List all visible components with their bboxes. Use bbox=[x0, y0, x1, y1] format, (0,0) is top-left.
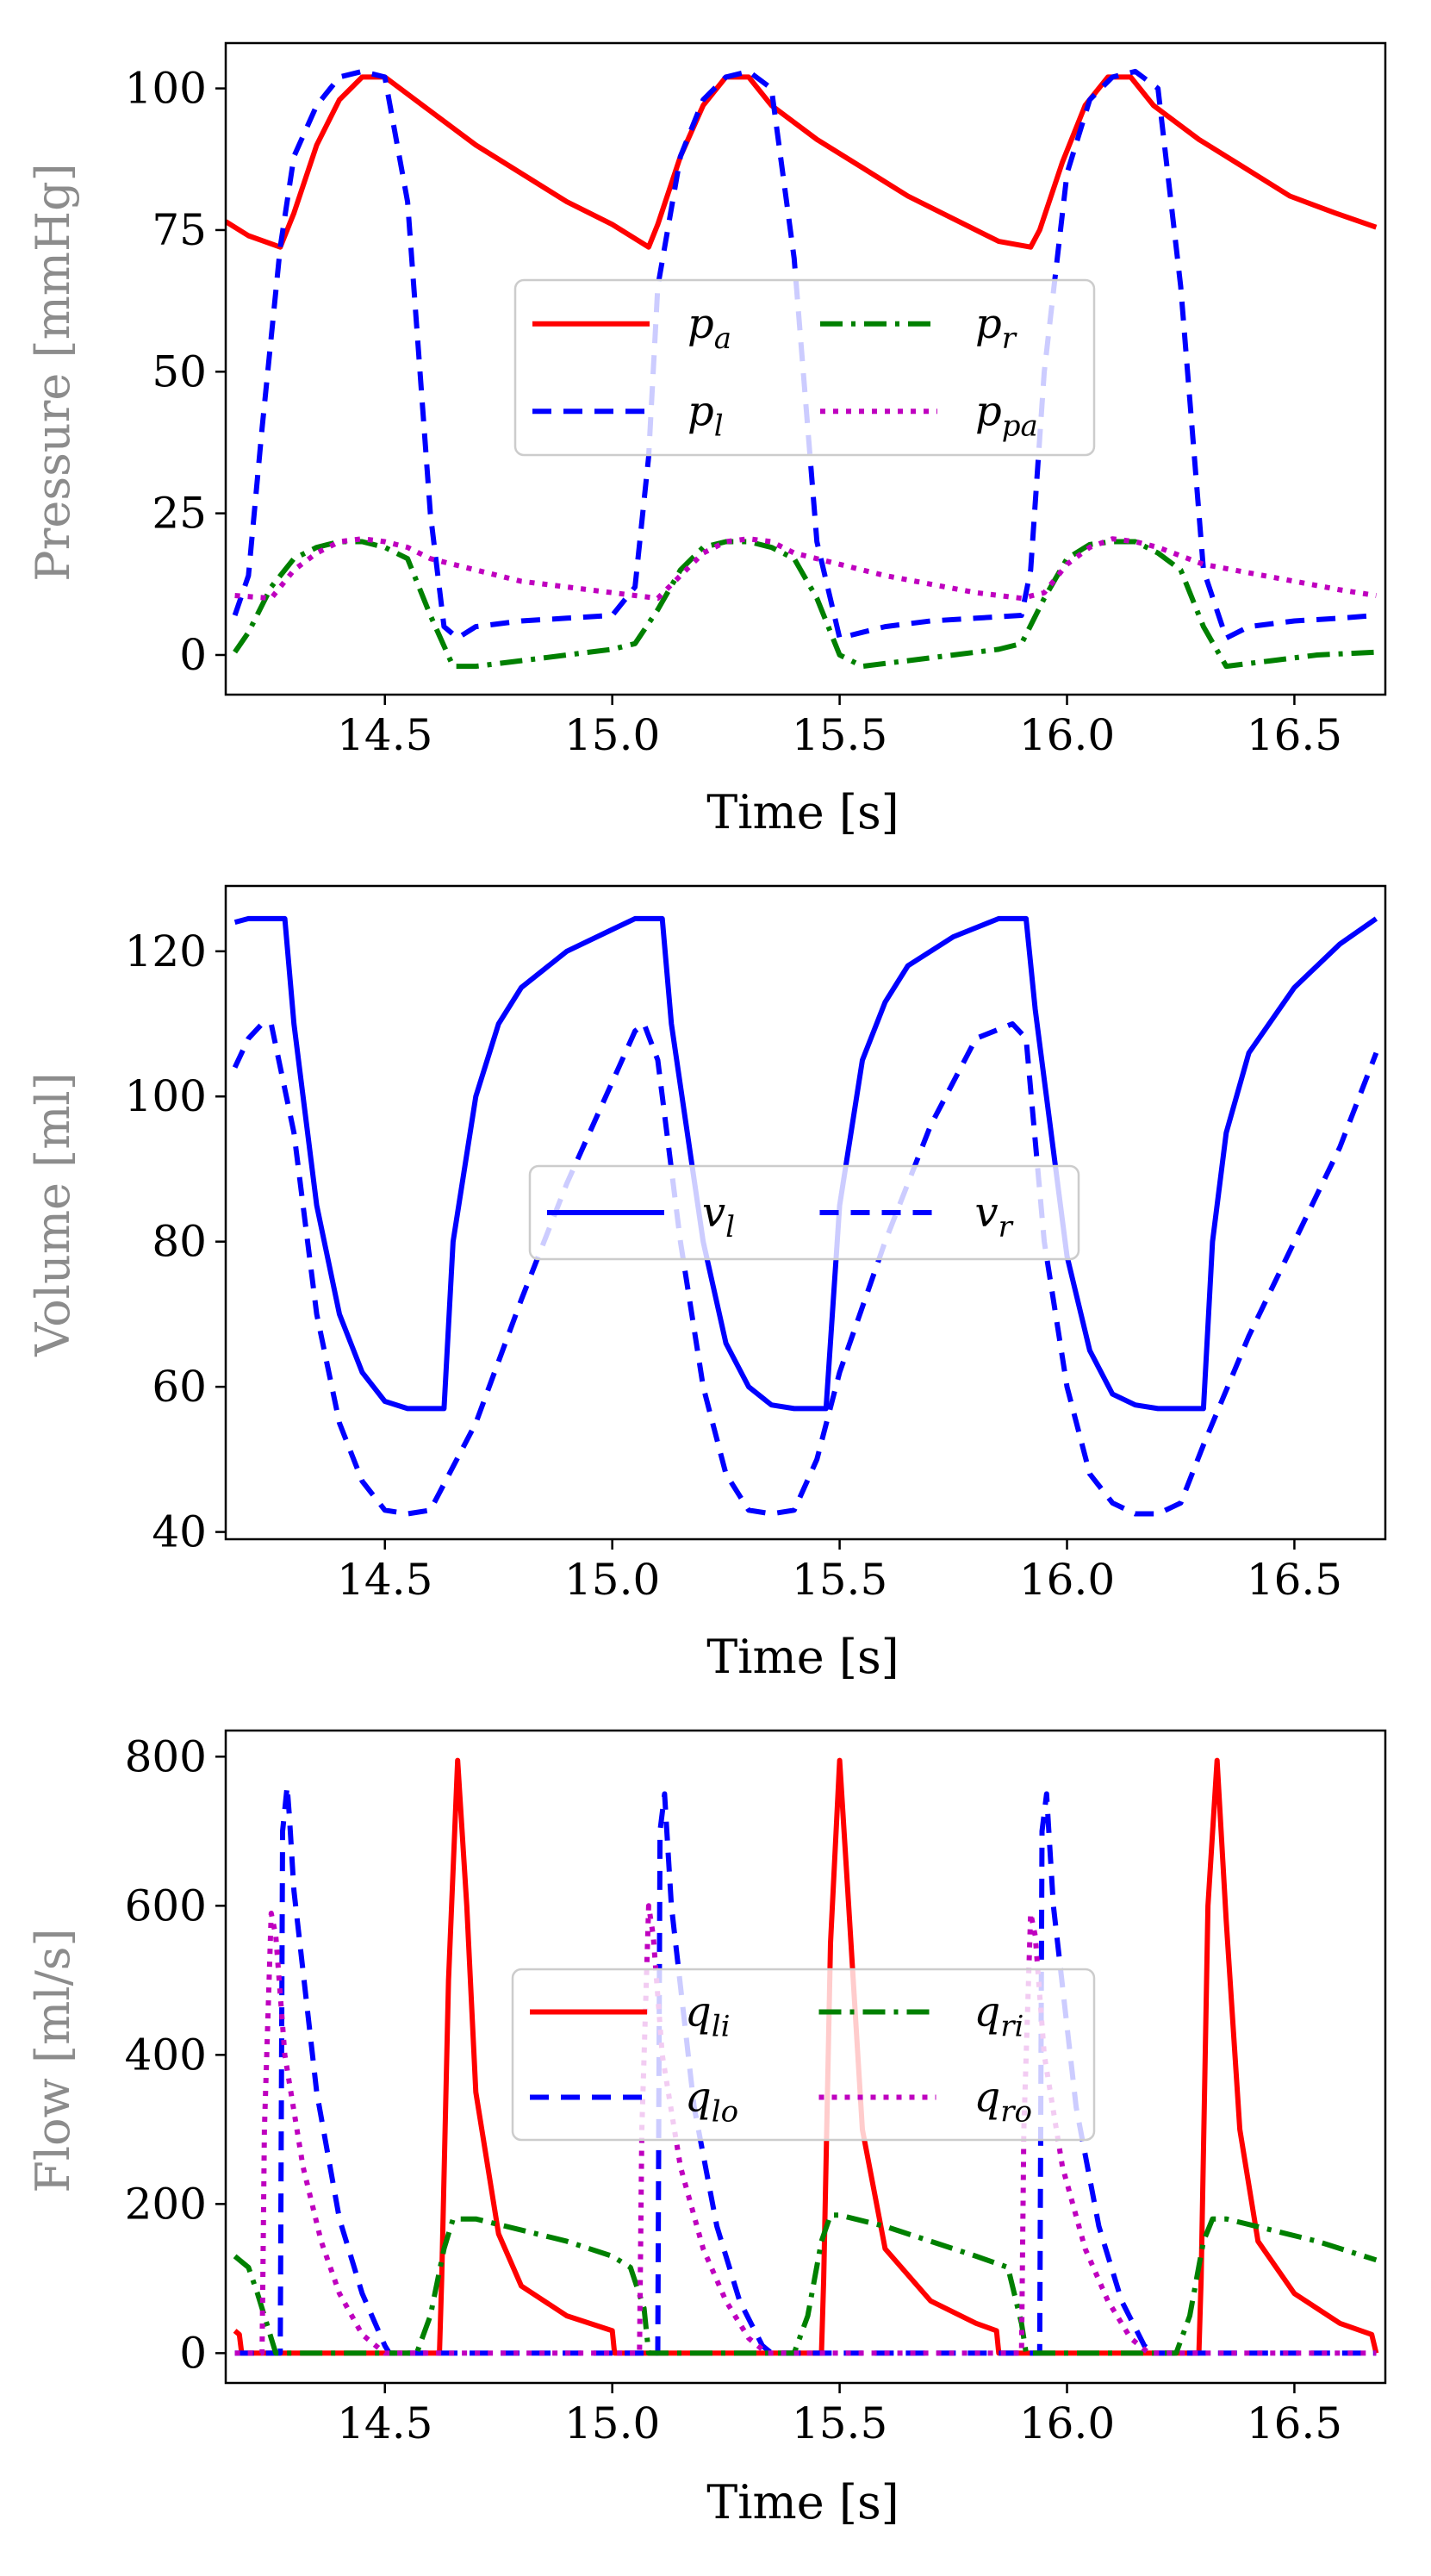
flow-x-axis-label: Time [s] bbox=[706, 2475, 899, 2529]
pressure-series-pa bbox=[226, 74, 1378, 250]
flow-legend-label-qro: qro bbox=[974, 2074, 1032, 2130]
pressure-legend-box bbox=[513, 278, 1096, 457]
pressure-legend-label-pr: pr bbox=[975, 300, 1017, 356]
volume-x-tick-label: 16.5 bbox=[1247, 1555, 1342, 1605]
flow-plot-area: 14.5 15.0 15.5 16.0 16.50200400600800qliqloq… bbox=[125, 1729, 1387, 2448]
flow-y-tick-label: 200 bbox=[125, 2179, 207, 2229]
pressure-x-tick-label: 16.5 bbox=[1247, 710, 1342, 760]
flow-x-tick-label: 16.0 bbox=[1019, 2398, 1115, 2448]
pressure-legend-label-ppa: ppa bbox=[975, 387, 1038, 443]
pressure-y-tick-label: 0 bbox=[179, 630, 207, 680]
flow-series-qri bbox=[233, 2212, 1378, 2356]
volume-y-tick-label: 80 bbox=[152, 1217, 207, 1267]
flow-legend-label-qri: qri bbox=[974, 1988, 1024, 2044]
flow-x-tick-label: 15.0 bbox=[564, 2398, 660, 2448]
volume-x-tick-label: 15.5 bbox=[792, 1555, 887, 1605]
volume-legend: vl vr bbox=[528, 1164, 1080, 1261]
volume-x-tick-label: 16.0 bbox=[1019, 1555, 1115, 1605]
flow-x-tick-label: 15.5 bbox=[792, 2398, 887, 2448]
flow-y-axis-label: Flow [ml/s] bbox=[26, 1928, 80, 2192]
flow-legend: qli qlo qri qro bbox=[511, 1968, 1096, 2142]
pressure-y-tick-label: 25 bbox=[152, 489, 207, 539]
pressure-y-tick-label: 50 bbox=[152, 346, 207, 396]
pressure-axes-frame bbox=[224, 41, 1387, 696]
flow-y-tick-label: 0 bbox=[179, 2328, 207, 2378]
volume-x-axis-label: Time [s] bbox=[706, 1630, 899, 1684]
volume-y-tick-label: 60 bbox=[152, 1362, 207, 1412]
flow-y-tick-label: 400 bbox=[125, 2030, 207, 2080]
pressure-panel: Pressure [mmHg] Time [s] 14.5 15.0 15.5 16.… bbox=[26, 41, 1387, 839]
pressure-y-tick-label: 75 bbox=[152, 205, 207, 255]
pressure-legend-label-pa: pa bbox=[688, 300, 731, 356]
pressure-y-tick-label: 100 bbox=[125, 64, 207, 114]
flow-legend-label-qlo: qlo bbox=[685, 2074, 738, 2130]
volume-panel: Volume [ml] Time [s] 14.5 15.0 15.5 16.0 16.… bbox=[26, 884, 1387, 1684]
pressure-x-tick-label: 16.0 bbox=[1019, 710, 1115, 760]
pressure-plot-area: 14.5 15.0 15.5 16.0 16.5 0 25 50 75 100 pa pl pr ppa bbox=[125, 41, 1387, 760]
pressure-x-tick-label: 14.5 bbox=[337, 710, 432, 760]
flow-x-tick-label: 16.5 bbox=[1247, 2398, 1342, 2448]
volume-axes-frame bbox=[224, 884, 1387, 1541]
pressure-x-tick-label: 15.5 bbox=[792, 710, 887, 760]
pressure-legend: pa pl pr ppa bbox=[513, 278, 1096, 457]
volume-series-vl bbox=[233, 915, 1378, 1412]
volume-y-tick-label: 120 bbox=[125, 926, 207, 976]
volume-series-vr bbox=[232, 1021, 1379, 1517]
pressure-series-ppa bbox=[234, 536, 1377, 602]
flow-legend-box bbox=[511, 1968, 1096, 2142]
flow-legend-label-qli: qli bbox=[685, 1988, 730, 2044]
pressure-series-pr bbox=[233, 539, 1377, 670]
pressure-x-axis-label: Time [s] bbox=[706, 785, 899, 839]
flow-axes-frame bbox=[224, 1729, 1387, 2385]
flow-panel: Flow [ml/s] Time [s] 14.5 15.0 15.5 16.0 16.… bbox=[26, 1729, 1387, 2529]
flow-y-tick-label: 600 bbox=[125, 1881, 207, 1930]
volume-y-tick-label: 100 bbox=[125, 1071, 207, 1121]
flow-series-qro bbox=[234, 1903, 1377, 2356]
volume-plot-area: 14.5 15.0 15.5 16.0 16.5 40 60 80 100 120 vl vr bbox=[125, 884, 1387, 1605]
flow-x-tick-label: 14.5 bbox=[337, 2398, 432, 2448]
volume-legend-label-vr: vr bbox=[975, 1188, 1014, 1244]
volume-y-tick-label: 40 bbox=[152, 1507, 207, 1557]
flow-y-tick-label: 800 bbox=[125, 1731, 207, 1781]
volume-legend-box bbox=[528, 1164, 1080, 1261]
volume-legend-label-vl: vl bbox=[702, 1188, 735, 1244]
volume-x-tick-label: 15.0 bbox=[564, 1555, 660, 1605]
volume-x-tick-label: 14.5 bbox=[337, 1555, 432, 1605]
flow-series-qli bbox=[233, 1757, 1379, 2356]
pressure-legend-label-pl: pl bbox=[688, 387, 724, 443]
pressure-series-pl bbox=[232, 68, 1377, 641]
volume-y-axis-label: Volume [ml] bbox=[26, 1072, 80, 1357]
pressure-x-tick-label: 15.0 bbox=[564, 710, 660, 760]
pressure-y-axis-label: Pressure [mmHg] bbox=[26, 163, 80, 581]
